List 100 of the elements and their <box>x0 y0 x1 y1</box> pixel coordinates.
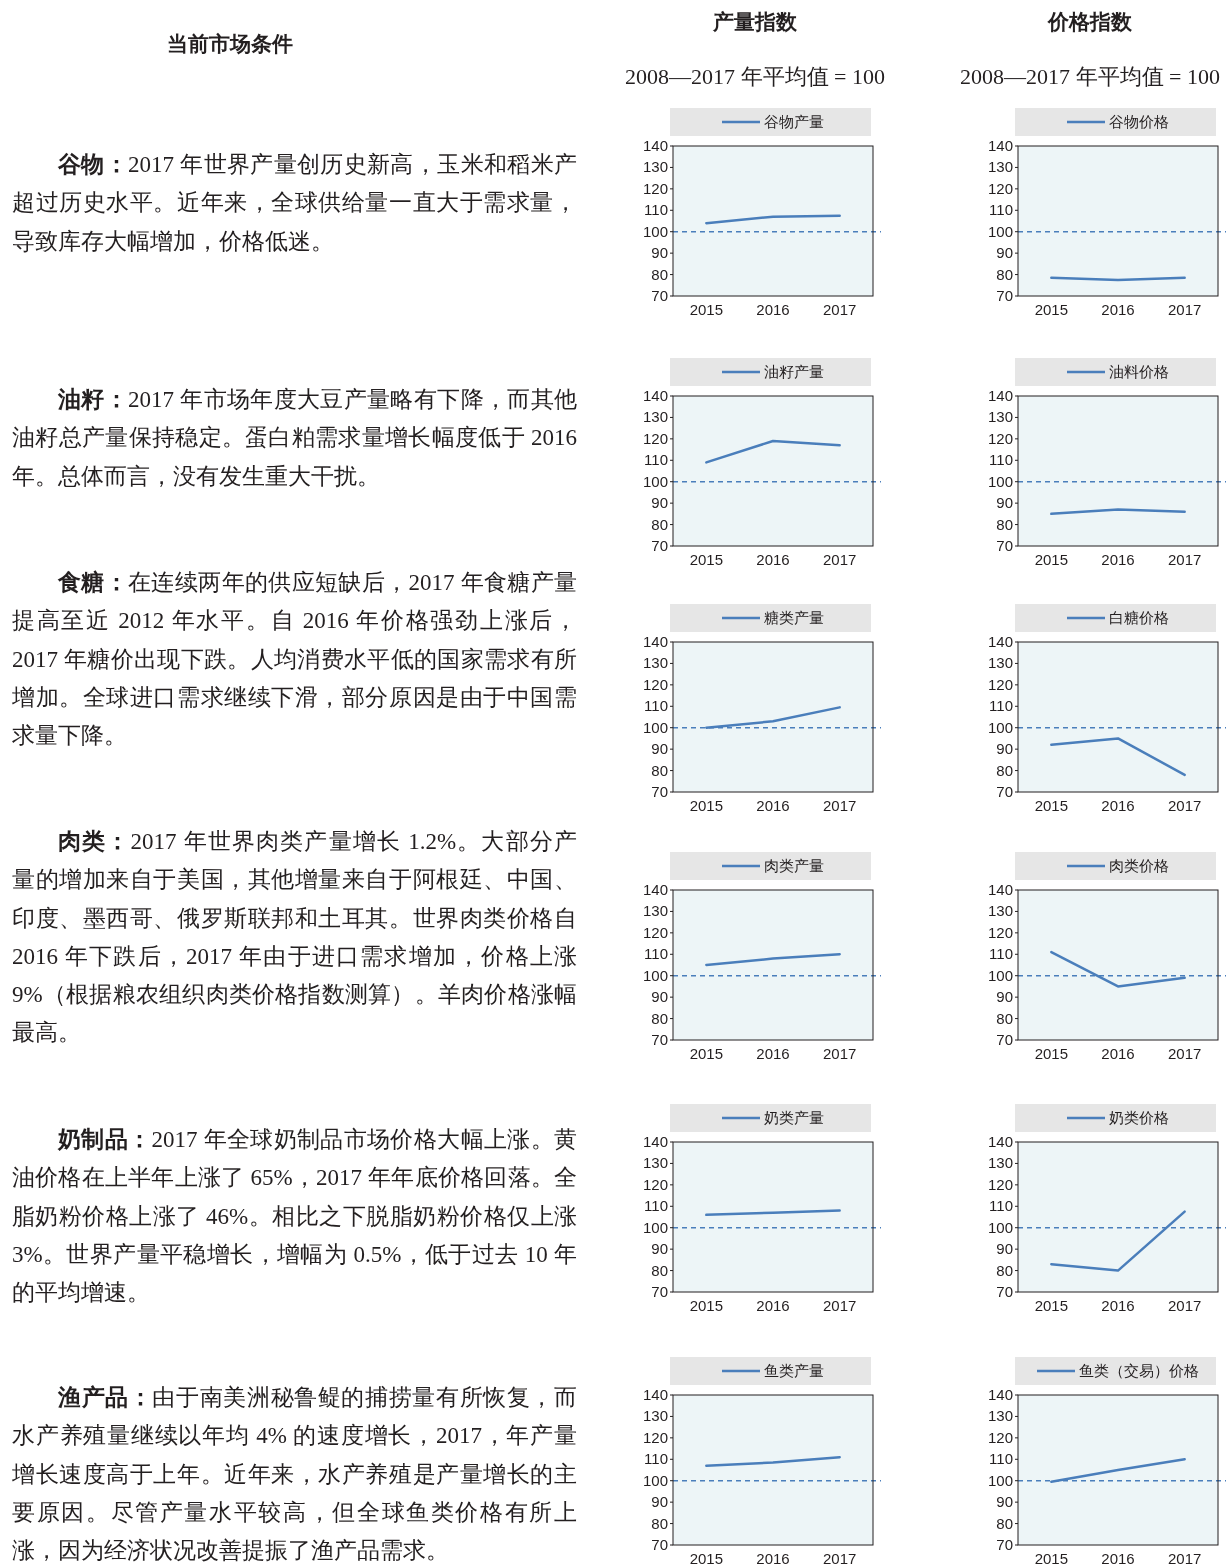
x-tick-label: 2016 <box>1101 1045 1135 1062</box>
y-tick-label: 80 <box>996 1514 1013 1532</box>
x-tick-label: 2016 <box>1101 1550 1135 1566</box>
x-tick-label: 2016 <box>1101 1297 1135 1314</box>
y-tick-label: 100 <box>642 1471 668 1489</box>
legend-label: 肉类价格 <box>1109 857 1169 874</box>
text: 2008—2017 年平均值 = 100 <box>624 63 886 91</box>
text: 肉类： <box>58 828 131 854</box>
y-tick-label: 140 <box>642 1386 668 1403</box>
x-tick-label: 2015 <box>1034 797 1069 814</box>
x-tick-label: 2017 <box>1167 1297 1202 1314</box>
y-tick-label: 130 <box>642 1154 668 1172</box>
x-tick-label: 2016 <box>1101 301 1135 318</box>
y-tick-label: 90 <box>996 494 1013 512</box>
y-tick-label: 80 <box>996 265 1013 283</box>
y-tick-label: 120 <box>642 179 668 197</box>
y-tick-label: 80 <box>651 1009 668 1027</box>
y-tick-label: 110 <box>989 451 1013 469</box>
y-tick-label: 100 <box>987 966 1013 984</box>
y-tick-label: 140 <box>987 881 1013 898</box>
text: 谷物： <box>58 151 129 177</box>
legend-label: 油料价格 <box>1109 363 1169 380</box>
legend-label: 鱼类产量 <box>764 1362 824 1379</box>
y-tick-label: 80 <box>651 265 668 283</box>
y-tick-label: 70 <box>651 537 668 554</box>
y-tick-label: 140 <box>642 881 668 898</box>
y-tick-label: 100 <box>642 966 668 984</box>
y-tick-label: 120 <box>987 1175 1013 1193</box>
legend-label: 油籽产量 <box>764 363 824 380</box>
y-tick-label: 70 <box>651 1536 668 1553</box>
y-tick-label: 130 <box>642 902 668 920</box>
y-tick-label: 110 <box>989 1197 1013 1215</box>
text: 价格指数 <box>1046 9 1133 36</box>
y-tick-label: 120 <box>642 1175 668 1193</box>
legend-label: 奶类价格 <box>1109 1109 1169 1126</box>
y-tick-label: 120 <box>642 1428 668 1446</box>
y-tick-label: 90 <box>651 1493 668 1511</box>
x-tick-label: 2016 <box>756 301 790 318</box>
y-tick-label: 100 <box>642 222 668 240</box>
y-tick-label: 140 <box>987 1386 1013 1403</box>
y-tick-label: 80 <box>651 1261 668 1279</box>
legend-label: 白糖价格 <box>1109 609 1169 626</box>
x-tick-label: 2016 <box>1101 551 1135 568</box>
y-tick-label: 80 <box>651 515 668 533</box>
y-tick-label: 70 <box>651 1283 668 1300</box>
y-tick-label: 100 <box>987 1218 1013 1236</box>
x-tick-label: 2016 <box>756 1297 790 1314</box>
y-tick-label: 100 <box>642 718 668 736</box>
y-tick-label: 130 <box>642 408 668 426</box>
x-tick-label: 2015 <box>1034 551 1069 568</box>
text: 食糖： <box>58 569 129 595</box>
y-tick-label: 70 <box>651 1031 668 1048</box>
y-tick-label: 80 <box>996 515 1013 533</box>
legend-label: 奶类产量 <box>764 1109 824 1126</box>
y-tick-label: 140 <box>987 633 1013 650</box>
text: 奶制品： <box>58 1126 152 1152</box>
x-tick-label: 2016 <box>756 1045 790 1062</box>
x-tick-label: 2015 <box>1034 301 1069 318</box>
y-tick-label: 90 <box>996 740 1013 758</box>
x-tick-label: 2017 <box>1167 1045 1202 1062</box>
y-tick-label: 110 <box>644 1450 668 1468</box>
y-tick-label: 140 <box>987 1133 1013 1150</box>
y-tick-label: 80 <box>651 1514 668 1532</box>
x-tick-label: 2016 <box>756 551 790 568</box>
legend-label: 鱼类（交易）价格 <box>1079 1362 1199 1379</box>
y-tick-label: 100 <box>642 1218 668 1236</box>
x-tick-label: 2016 <box>1101 797 1135 814</box>
y-tick-label: 120 <box>987 429 1013 447</box>
y-tick-label: 110 <box>989 201 1013 219</box>
legend-label: 糖类产量 <box>764 609 824 626</box>
y-tick-label: 130 <box>642 1407 668 1425</box>
x-tick-label: 2015 <box>689 1550 724 1566</box>
y-tick-label: 120 <box>987 179 1013 197</box>
x-tick-label: 2015 <box>1034 1550 1069 1566</box>
y-tick-label: 70 <box>996 537 1013 554</box>
y-tick-label: 130 <box>642 654 668 672</box>
y-tick-label: 90 <box>996 244 1013 262</box>
text: 油籽： <box>58 386 129 412</box>
x-tick-label: 2015 <box>689 301 724 318</box>
x-tick-label: 2017 <box>822 1550 857 1566</box>
y-tick-label: 110 <box>644 201 668 219</box>
x-tick-label: 2016 <box>756 797 790 814</box>
legend-label: 谷物价格 <box>1109 113 1169 130</box>
y-tick-label: 120 <box>987 923 1013 941</box>
text: 2008—2017 年平均值 = 100 <box>959 63 1221 91</box>
x-tick-label: 2015 <box>689 1297 724 1314</box>
y-tick-label: 140 <box>642 633 668 650</box>
y-tick-label: 70 <box>996 1536 1013 1553</box>
text: 产量指数 <box>712 9 798 36</box>
y-tick-label: 90 <box>651 1240 668 1258</box>
x-tick-label: 2015 <box>689 1045 724 1062</box>
y-tick-label: 140 <box>987 137 1013 154</box>
y-tick-label: 100 <box>642 472 668 490</box>
x-tick-label: 2015 <box>689 797 724 814</box>
y-tick-label: 110 <box>644 697 668 715</box>
y-tick-label: 120 <box>987 1428 1013 1446</box>
x-tick-label: 2017 <box>822 1045 857 1062</box>
y-tick-label: 140 <box>642 1133 668 1150</box>
y-tick-label: 80 <box>996 1261 1013 1279</box>
y-tick-label: 90 <box>651 988 668 1006</box>
